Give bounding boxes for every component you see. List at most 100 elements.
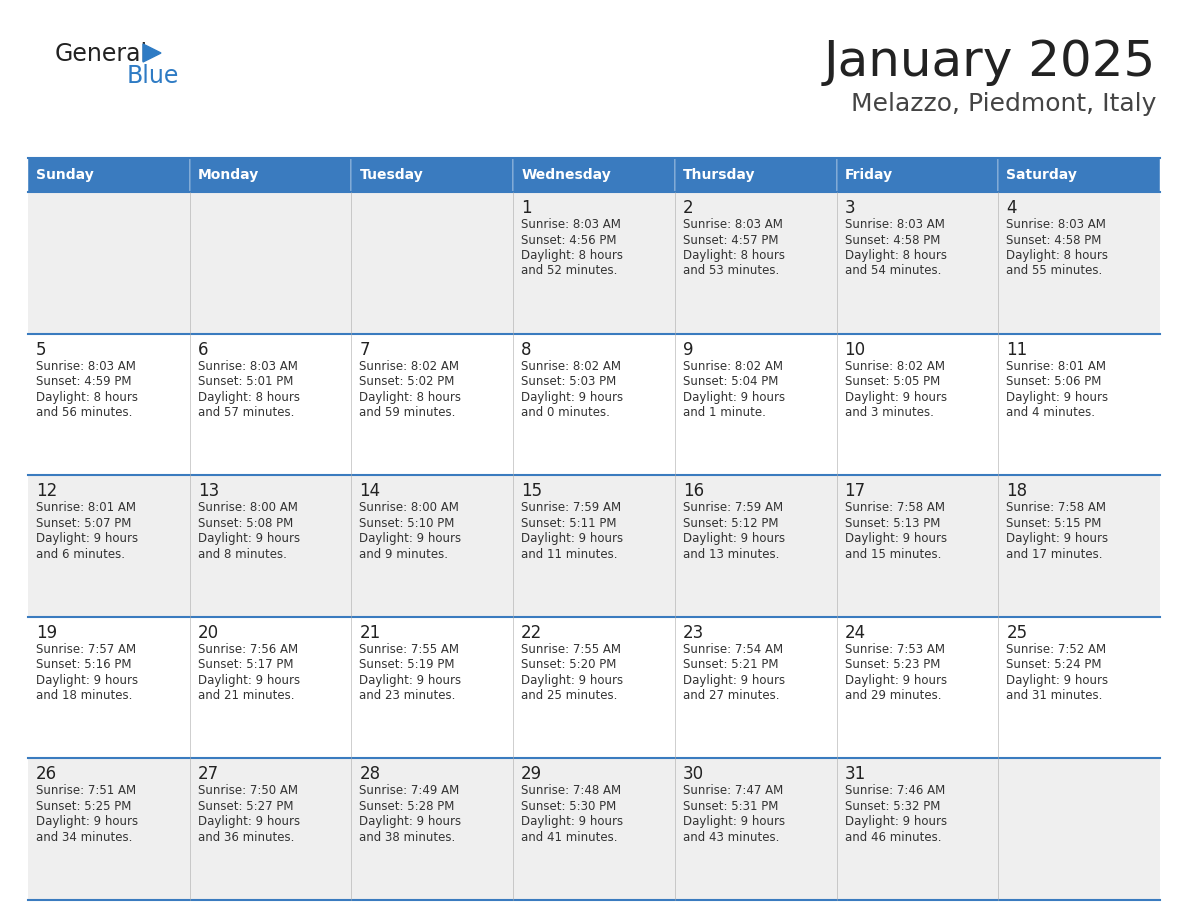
Text: Daylight: 9 hours: Daylight: 9 hours <box>360 815 462 828</box>
Text: Daylight: 8 hours: Daylight: 8 hours <box>360 390 461 404</box>
Text: Sunrise: 7:52 AM: Sunrise: 7:52 AM <box>1006 643 1106 655</box>
Bar <box>29 192 1159 333</box>
Text: 2: 2 <box>683 199 694 217</box>
Text: Sunrise: 7:55 AM: Sunrise: 7:55 AM <box>522 643 621 655</box>
Text: and 4 minutes.: and 4 minutes. <box>1006 406 1095 420</box>
Text: and 59 minutes.: and 59 minutes. <box>360 406 456 420</box>
Text: Sunset: 4:58 PM: Sunset: 4:58 PM <box>845 233 940 247</box>
Text: and 54 minutes.: and 54 minutes. <box>845 264 941 277</box>
Text: 22: 22 <box>522 624 543 642</box>
Text: 7: 7 <box>360 341 369 359</box>
Text: Sunrise: 8:01 AM: Sunrise: 8:01 AM <box>1006 360 1106 373</box>
Text: Sunrise: 7:46 AM: Sunrise: 7:46 AM <box>845 784 944 798</box>
Text: Sunset: 5:01 PM: Sunset: 5:01 PM <box>197 375 293 388</box>
Text: and 17 minutes.: and 17 minutes. <box>1006 548 1102 561</box>
Text: and 43 minutes.: and 43 minutes. <box>683 831 779 844</box>
Text: 11: 11 <box>1006 341 1028 359</box>
Text: Sunrise: 7:56 AM: Sunrise: 7:56 AM <box>197 643 298 655</box>
Text: 21: 21 <box>360 624 380 642</box>
Text: Sunrise: 7:47 AM: Sunrise: 7:47 AM <box>683 784 783 798</box>
Text: Sunrise: 8:03 AM: Sunrise: 8:03 AM <box>683 218 783 231</box>
Text: 24: 24 <box>845 624 866 642</box>
Text: Sunset: 5:12 PM: Sunset: 5:12 PM <box>683 517 778 530</box>
Text: Tuesday: Tuesday <box>360 168 423 182</box>
Text: Wednesday: Wednesday <box>522 168 611 182</box>
Text: Daylight: 9 hours: Daylight: 9 hours <box>522 815 624 828</box>
Text: Daylight: 9 hours: Daylight: 9 hours <box>683 674 785 687</box>
Text: and 13 minutes.: and 13 minutes. <box>683 548 779 561</box>
Bar <box>29 758 1159 900</box>
Text: Blue: Blue <box>127 64 179 88</box>
Bar <box>998 158 1159 192</box>
Text: Melazzo, Piedmont, Italy: Melazzo, Piedmont, Italy <box>851 92 1156 116</box>
Text: Sunset: 5:05 PM: Sunset: 5:05 PM <box>845 375 940 388</box>
Text: Sunrise: 7:57 AM: Sunrise: 7:57 AM <box>36 643 137 655</box>
Text: and 23 minutes.: and 23 minutes. <box>360 689 456 702</box>
Text: and 53 minutes.: and 53 minutes. <box>683 264 779 277</box>
Text: Sunrise: 7:58 AM: Sunrise: 7:58 AM <box>845 501 944 514</box>
Text: and 3 minutes.: and 3 minutes. <box>845 406 934 420</box>
Text: and 25 minutes.: and 25 minutes. <box>522 689 618 702</box>
Bar <box>29 333 1159 476</box>
Text: 5: 5 <box>36 341 46 359</box>
Text: 3: 3 <box>845 199 855 217</box>
Bar <box>29 158 190 192</box>
Text: Daylight: 8 hours: Daylight: 8 hours <box>683 249 785 262</box>
Bar <box>675 158 836 192</box>
Text: Daylight: 9 hours: Daylight: 9 hours <box>522 390 624 404</box>
Text: Daylight: 9 hours: Daylight: 9 hours <box>36 674 138 687</box>
Text: Daylight: 8 hours: Daylight: 8 hours <box>522 249 624 262</box>
Text: Daylight: 9 hours: Daylight: 9 hours <box>1006 674 1108 687</box>
Text: Sunset: 5:25 PM: Sunset: 5:25 PM <box>36 800 132 813</box>
Text: Sunrise: 8:03 AM: Sunrise: 8:03 AM <box>522 218 621 231</box>
Text: Sunset: 5:24 PM: Sunset: 5:24 PM <box>1006 658 1101 671</box>
Text: Daylight: 9 hours: Daylight: 9 hours <box>845 674 947 687</box>
Text: and 27 minutes.: and 27 minutes. <box>683 689 779 702</box>
Bar <box>352 158 513 192</box>
Text: 27: 27 <box>197 766 219 783</box>
Text: Sunrise: 8:02 AM: Sunrise: 8:02 AM <box>522 360 621 373</box>
Text: Sunset: 5:27 PM: Sunset: 5:27 PM <box>197 800 293 813</box>
Bar <box>513 158 675 192</box>
Text: and 36 minutes.: and 36 minutes. <box>197 831 295 844</box>
Text: Daylight: 9 hours: Daylight: 9 hours <box>522 674 624 687</box>
Text: 14: 14 <box>360 482 380 500</box>
Text: 16: 16 <box>683 482 704 500</box>
Text: Sunset: 5:15 PM: Sunset: 5:15 PM <box>1006 517 1101 530</box>
Text: 4: 4 <box>1006 199 1017 217</box>
Text: Sunrise: 8:03 AM: Sunrise: 8:03 AM <box>197 360 297 373</box>
Text: and 29 minutes.: and 29 minutes. <box>845 689 941 702</box>
Text: 30: 30 <box>683 766 704 783</box>
Text: and 18 minutes.: and 18 minutes. <box>36 689 132 702</box>
Text: 8: 8 <box>522 341 532 359</box>
Text: Sunset: 5:17 PM: Sunset: 5:17 PM <box>197 658 293 671</box>
Text: Daylight: 8 hours: Daylight: 8 hours <box>197 390 299 404</box>
Text: Daylight: 9 hours: Daylight: 9 hours <box>1006 532 1108 545</box>
Text: Sunset: 5:11 PM: Sunset: 5:11 PM <box>522 517 617 530</box>
Bar <box>29 617 1159 758</box>
Text: 12: 12 <box>36 482 57 500</box>
Bar <box>836 158 998 192</box>
Text: and 31 minutes.: and 31 minutes. <box>1006 689 1102 702</box>
Text: Sunset: 4:57 PM: Sunset: 4:57 PM <box>683 233 778 247</box>
Text: Sunset: 5:28 PM: Sunset: 5:28 PM <box>360 800 455 813</box>
Text: Daylight: 9 hours: Daylight: 9 hours <box>197 815 299 828</box>
Text: Sunrise: 7:58 AM: Sunrise: 7:58 AM <box>1006 501 1106 514</box>
Text: 25: 25 <box>1006 624 1028 642</box>
Text: 6: 6 <box>197 341 208 359</box>
Text: and 1 minute.: and 1 minute. <box>683 406 766 420</box>
Text: and 57 minutes.: and 57 minutes. <box>197 406 295 420</box>
Text: and 8 minutes.: and 8 minutes. <box>197 548 286 561</box>
Text: Sunset: 5:32 PM: Sunset: 5:32 PM <box>845 800 940 813</box>
Text: Daylight: 9 hours: Daylight: 9 hours <box>683 815 785 828</box>
Text: and 38 minutes.: and 38 minutes. <box>360 831 456 844</box>
Text: 28: 28 <box>360 766 380 783</box>
Text: 17: 17 <box>845 482 866 500</box>
Text: Sunset: 4:59 PM: Sunset: 4:59 PM <box>36 375 132 388</box>
Polygon shape <box>143 44 162 62</box>
Text: Friday: Friday <box>845 168 892 182</box>
Text: Daylight: 8 hours: Daylight: 8 hours <box>845 249 947 262</box>
Text: Sunrise: 8:03 AM: Sunrise: 8:03 AM <box>1006 218 1106 231</box>
Text: Daylight: 8 hours: Daylight: 8 hours <box>1006 249 1108 262</box>
Text: Daylight: 9 hours: Daylight: 9 hours <box>1006 390 1108 404</box>
